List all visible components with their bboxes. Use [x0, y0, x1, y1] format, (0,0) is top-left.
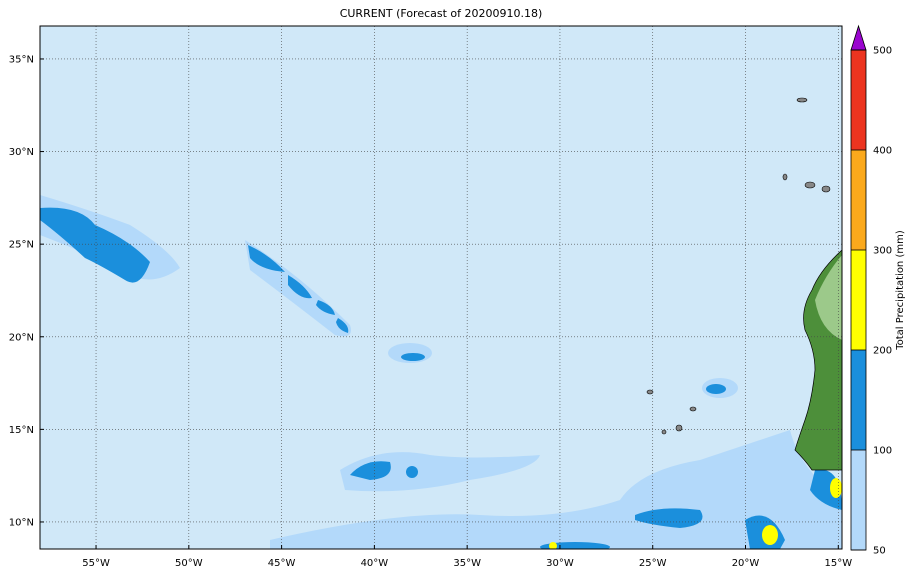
map-frame — [39, 25, 843, 550]
colorbar: 50 100 200 300 400 500 — [850, 24, 892, 557]
y-tick-label: 20°N — [9, 332, 34, 343]
x-tick-label: 25°W — [639, 558, 667, 569]
x-tick-label: 20°W — [732, 558, 760, 569]
colorbar-tick-label: 300 — [873, 246, 892, 257]
x-tick-label: 30°W — [546, 558, 574, 569]
colorbar-segment — [851, 350, 866, 450]
map-title: CURRENT (Forecast of 20200910.18) — [340, 7, 543, 20]
x-tick-label: 55°W — [82, 558, 110, 569]
y-tick-label: 10°N — [9, 517, 34, 528]
colorbar-segment — [851, 50, 866, 150]
colorbar-tick-label: 500 — [873, 46, 892, 57]
colorbar-label: Total Precipitation (mm) — [895, 230, 906, 351]
map-field — [40, 26, 842, 549]
x-tick-label: 50°W — [175, 558, 203, 569]
y-tick-label: 30°N — [9, 147, 34, 158]
graticule — [40, 26, 842, 549]
colorbar-segment — [851, 150, 866, 250]
y-tick-label: 35°N — [9, 54, 34, 65]
colorbar-tick-label: 200 — [873, 346, 892, 357]
colorbar-segment — [851, 450, 866, 550]
heavy-precip — [549, 478, 842, 549]
ticks: 55°W 50°W 45°W 40°W 35°W 30°W 25°W 20°W 15°W 10°N… — [9, 54, 852, 569]
x-tick-label: 35°W — [453, 558, 481, 569]
y-tick-label: 25°N — [9, 240, 34, 251]
x-tick-label: 45°W — [268, 558, 296, 569]
africa-arid — [815, 255, 842, 340]
y-tick-label: 15°N — [9, 425, 34, 436]
colorbar-extend — [850, 24, 867, 51]
x-tick-label: 15°W — [824, 558, 852, 569]
colorbar-tick-label: 50 — [873, 546, 886, 557]
colorbar-tick-label: 400 — [873, 146, 892, 157]
islands — [646, 97, 831, 435]
colorbar-segment — [851, 250, 866, 350]
x-tick-label: 40°W — [361, 558, 389, 569]
colorbar-tick-label: 100 — [873, 446, 892, 457]
